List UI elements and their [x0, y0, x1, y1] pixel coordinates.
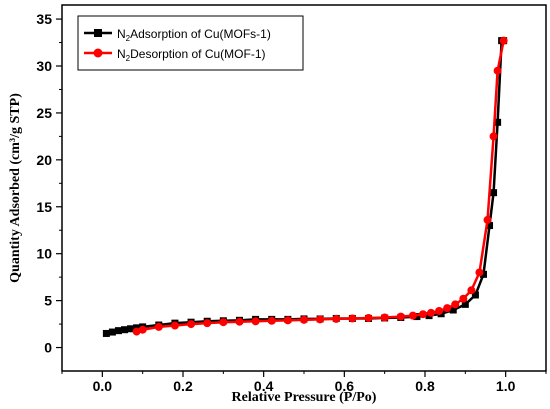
series-line	[106, 39, 504, 335]
data-point	[396, 312, 405, 321]
data-point	[499, 36, 508, 45]
data-point	[251, 317, 260, 326]
data-point	[479, 270, 487, 278]
y-axis-title: Quantity Adsorbed (cm³/g STP)	[8, 93, 23, 283]
data-point	[408, 311, 417, 320]
data-point	[332, 314, 341, 323]
legend-label-desorption-sub: 2	[126, 54, 131, 63]
legend-label-adsorption-sub: 2	[126, 34, 131, 43]
series-0	[102, 37, 508, 337]
data-point	[114, 327, 122, 335]
data-point	[316, 315, 325, 324]
data-point	[490, 189, 498, 197]
legend-marker-desorption	[93, 48, 103, 58]
data-point	[364, 313, 373, 322]
data-point	[283, 316, 292, 325]
y-tick-label: 10	[36, 246, 52, 262]
x-tick-label: 0.6	[335, 378, 355, 394]
x-axis-title: Relative Pressure (P/Po)	[232, 390, 377, 405]
data-point	[413, 313, 421, 321]
y-tick-label: 5	[44, 293, 52, 309]
data-point	[108, 328, 116, 336]
series-line	[136, 40, 505, 333]
y-tick-label: 25	[36, 105, 52, 121]
axes-layer: 0.0 0.2 0.4 0.6 0.8 1.0 0 5 10 15 20 25 30 35	[36, 11, 547, 394]
data-point	[449, 306, 457, 314]
legend-label-adsorption-rest: Adsorption of Cu(MOFs-1)	[130, 27, 271, 41]
legend-label-desorption: N2Desorption of Cu(MOF-1)	[117, 47, 266, 63]
data-point	[219, 318, 228, 327]
data-point	[461, 300, 469, 308]
data-point	[267, 316, 276, 325]
data-point	[127, 325, 135, 333]
data-point	[418, 310, 427, 319]
data-point	[486, 222, 494, 230]
x-tick-label: 0.2	[173, 378, 193, 394]
y-tick-label: 0	[44, 340, 52, 356]
series-layer	[102, 36, 508, 337]
series-1	[132, 36, 508, 336]
data-point	[300, 315, 308, 324]
data-point	[132, 327, 141, 336]
data-point	[493, 66, 502, 75]
legend: N2Adsorption of Cu(MOFs-1) N2Desorption …	[77, 15, 304, 71]
y-tick-label: 30	[36, 58, 52, 74]
legend-label-adsorption-main: N	[117, 27, 126, 41]
data-point	[494, 118, 502, 126]
x-tick-label: 0.8	[415, 378, 435, 394]
data-point	[427, 308, 436, 317]
y-tick-label: 15	[36, 199, 52, 215]
y-tick-label: 35	[36, 11, 52, 27]
legend-label-desorption-main: N	[117, 47, 126, 61]
data-point	[380, 313, 389, 322]
data-point	[435, 306, 444, 315]
y-tick-label: 20	[36, 152, 52, 168]
data-point	[187, 320, 196, 329]
data-point	[102, 329, 110, 337]
legend-label-desorption-rest: Desorption of Cu(MOF-1)	[130, 47, 265, 61]
x-tick-label: 1.0	[496, 378, 516, 394]
data-point	[348, 314, 357, 323]
data-point	[471, 291, 479, 299]
legend-marker-adsorption	[94, 29, 102, 37]
data-point	[451, 300, 460, 309]
data-point	[170, 321, 179, 330]
data-point	[489, 132, 498, 141]
data-point	[459, 294, 468, 303]
data-point	[467, 286, 476, 295]
data-point	[235, 317, 244, 326]
data-point	[154, 322, 163, 331]
data-point	[443, 304, 452, 313]
x-tick-label: 0.0	[93, 378, 113, 394]
x-tick-label: 0.4	[254, 378, 274, 394]
data-point	[203, 319, 212, 328]
data-point	[138, 325, 147, 334]
data-point	[483, 215, 492, 224]
legend-label-adsorption: N2Adsorption of Cu(MOFs-1)	[117, 27, 271, 43]
legend-box	[77, 15, 304, 71]
data-point	[475, 268, 484, 277]
data-point	[121, 326, 129, 334]
